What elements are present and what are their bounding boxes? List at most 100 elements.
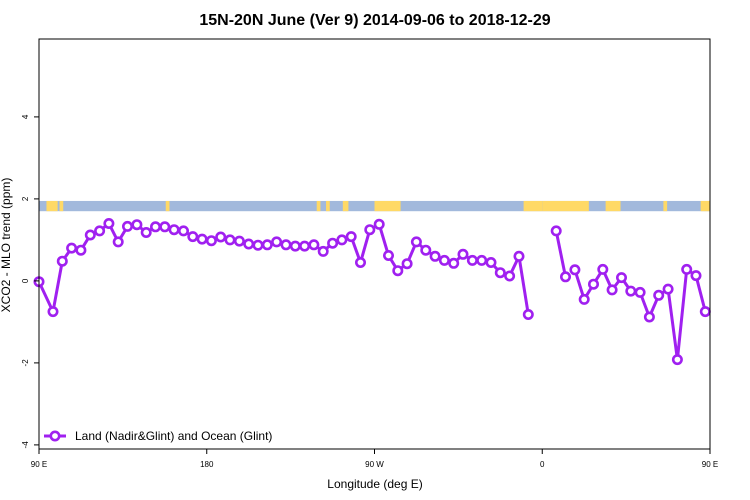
data-point xyxy=(653,289,665,301)
data-point xyxy=(466,254,478,266)
land-segment xyxy=(523,200,543,212)
y-tick-label: -2 xyxy=(21,359,30,367)
data-point xyxy=(457,248,469,260)
data-point xyxy=(336,234,348,246)
data-point xyxy=(56,255,68,267)
data-point xyxy=(168,224,180,236)
data-point xyxy=(401,258,413,270)
land-segment xyxy=(605,200,621,212)
data-point xyxy=(205,235,217,247)
data-point xyxy=(420,244,432,256)
land-ocean-strip xyxy=(39,200,710,212)
series-line xyxy=(37,222,530,315)
data-point xyxy=(690,270,702,282)
y-axis: -4 -2 0 2 4 xyxy=(21,114,39,448)
data-point xyxy=(94,225,106,237)
x-axis: 90 E 180 90 W 0 90 E xyxy=(31,449,718,469)
data-point xyxy=(131,219,143,231)
data-point xyxy=(159,221,171,233)
data-point xyxy=(122,220,134,232)
data-point xyxy=(308,239,320,251)
legend: Land (Nadir&Glint) and Ocean (Glint) xyxy=(44,429,272,443)
data-point xyxy=(224,234,236,246)
data-point xyxy=(299,240,311,252)
data-point xyxy=(643,311,655,323)
data-point xyxy=(578,293,590,305)
data-point xyxy=(504,270,516,282)
data-point xyxy=(261,239,273,251)
data-point xyxy=(317,245,329,257)
data-point xyxy=(550,225,562,237)
data-point xyxy=(327,237,339,249)
data-point xyxy=(187,231,199,243)
data-point xyxy=(280,239,292,251)
data-point xyxy=(84,229,96,241)
land-segment xyxy=(165,200,170,212)
data-point xyxy=(345,231,357,243)
data-point xyxy=(178,225,190,237)
data-point xyxy=(606,284,618,296)
data-point xyxy=(513,250,525,262)
data-point xyxy=(66,242,78,254)
data-point xyxy=(354,256,366,268)
data-point xyxy=(569,264,581,276)
data-point xyxy=(699,306,711,318)
data-point xyxy=(392,265,404,277)
land-segment xyxy=(374,200,401,212)
data-point xyxy=(448,257,460,269)
data-point xyxy=(47,306,59,318)
data-point xyxy=(75,244,87,256)
legend-marker xyxy=(49,430,61,442)
land-segment xyxy=(342,200,349,212)
data-point xyxy=(382,250,394,262)
land-segment xyxy=(316,200,321,212)
data-point xyxy=(597,263,609,275)
series-layer xyxy=(33,218,711,366)
data-point xyxy=(438,254,450,266)
data-point xyxy=(252,239,264,251)
chart-title: 15N-20N June (Ver 9) 2014-09-06 to 2018-… xyxy=(199,12,550,29)
data-point xyxy=(112,236,124,248)
y-tick-label: -4 xyxy=(21,441,30,449)
x-tick-label: 180 xyxy=(200,460,214,469)
data-point xyxy=(196,233,208,245)
data-point xyxy=(215,231,227,243)
land-segment xyxy=(59,200,64,212)
data-point xyxy=(150,221,162,233)
series-line xyxy=(554,230,567,278)
legend-entry: Land (Nadir&Glint) and Ocean (Glint) xyxy=(75,429,272,443)
data-point xyxy=(243,238,255,250)
x-tick-label: 90 W xyxy=(365,460,384,469)
data-point xyxy=(410,236,422,248)
data-point xyxy=(587,278,599,290)
data-point xyxy=(233,235,245,247)
data-point xyxy=(559,271,571,283)
data-point xyxy=(103,218,115,230)
y-axis-label: XCO2 - MLO trend (ppm) xyxy=(0,178,13,313)
data-point xyxy=(373,218,385,230)
data-point xyxy=(476,254,488,266)
y-tick-label: 4 xyxy=(21,114,30,119)
data-point xyxy=(429,250,441,262)
y-tick-label: 2 xyxy=(21,196,30,201)
data-point xyxy=(140,227,152,239)
x-tick-label: 90 E xyxy=(31,460,47,469)
y-tick-label: 0 xyxy=(21,278,30,283)
land-segment xyxy=(326,200,330,212)
data-point xyxy=(671,354,683,366)
data-point xyxy=(615,272,627,284)
data-point xyxy=(289,240,301,252)
plot-frame xyxy=(38,38,711,450)
data-point xyxy=(634,286,646,298)
data-point xyxy=(522,308,534,320)
data-point xyxy=(494,267,506,279)
land-segment xyxy=(663,200,668,212)
data-point xyxy=(625,285,637,297)
x-tick-label: 90 E xyxy=(702,460,718,469)
data-point xyxy=(662,283,674,295)
x-axis-label: Longitude (deg E) xyxy=(327,477,422,491)
data-point xyxy=(485,256,497,268)
data-point xyxy=(681,263,693,275)
land-segment xyxy=(46,200,58,212)
